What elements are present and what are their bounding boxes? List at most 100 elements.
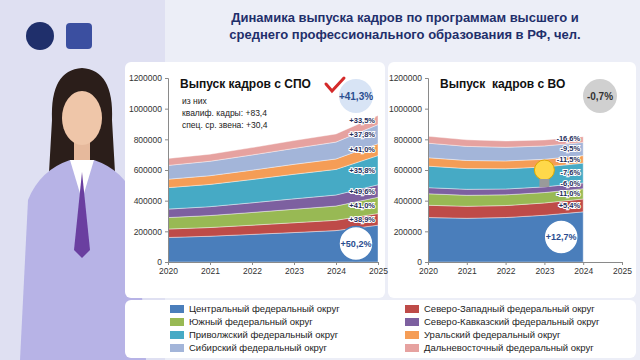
tick-mark bbox=[425, 78, 428, 79]
tick: 2022 bbox=[497, 262, 516, 276]
tick: 200000 bbox=[394, 227, 428, 237]
presenter-face bbox=[62, 91, 102, 145]
legend-swatch bbox=[170, 331, 184, 339]
legend-label: Северо-Кавказский федеральный округ bbox=[424, 316, 600, 327]
axis-line bbox=[169, 263, 379, 266]
total-badge bbox=[583, 79, 617, 113]
tick-mark bbox=[425, 109, 428, 110]
tick-mark bbox=[506, 262, 507, 265]
total-label: +41,3% bbox=[339, 91, 373, 102]
plot-area bbox=[428, 136, 583, 262]
legend-panel bbox=[125, 300, 636, 358]
tick-mark bbox=[168, 262, 169, 265]
tick-mark bbox=[210, 262, 211, 265]
title: среднего профессионального образования в… bbox=[229, 27, 580, 42]
area bbox=[428, 212, 583, 262]
tick: 2024 bbox=[327, 262, 346, 276]
tick-label: 400000 bbox=[394, 196, 423, 206]
tick-label: 2023 bbox=[535, 266, 554, 276]
legend-swatch bbox=[405, 344, 419, 352]
tick-mark bbox=[425, 170, 428, 171]
tick: 2025 bbox=[369, 262, 388, 276]
legend-swatch bbox=[405, 318, 419, 326]
tick: 2021 bbox=[458, 262, 477, 276]
series-label: +50,2% bbox=[341, 239, 372, 249]
tick: 1200000 bbox=[129, 73, 168, 83]
chart-panel bbox=[125, 62, 385, 298]
tick: 2025 bbox=[613, 262, 632, 276]
series-label: -11,5% bbox=[557, 155, 581, 164]
tick-mark bbox=[425, 231, 428, 232]
tick: 2021 bbox=[201, 262, 220, 276]
tick: 800000 bbox=[134, 135, 168, 145]
series-label: -16,6% bbox=[556, 134, 580, 143]
tick: 1200000 bbox=[389, 73, 428, 83]
legend-swatch bbox=[405, 305, 419, 313]
tick-label: 800000 bbox=[394, 135, 423, 145]
y-axis: 020000040000060000080000010000001200000 bbox=[389, 73, 429, 267]
tick-label: 200000 bbox=[134, 227, 163, 237]
series-label: -9,5% bbox=[561, 144, 581, 153]
tick-label: 2024 bbox=[574, 266, 593, 276]
background bbox=[0, 0, 640, 360]
legend-label: Южный федеральный округ bbox=[189, 316, 313, 327]
tick-mark bbox=[425, 201, 428, 202]
axis-line bbox=[425, 79, 429, 263]
slide: Динамика выпуска кадров по программам вы… bbox=[0, 0, 640, 360]
series-label: -7,6% bbox=[561, 168, 581, 177]
y-axis: 020000040000060000080000010000001200000 bbox=[129, 73, 169, 267]
legend-swatch bbox=[170, 305, 184, 313]
x-axis: 2020 2021 2022 2023 2024 2025 bbox=[159, 262, 388, 276]
note: спец. ср. звена: +30,4 bbox=[182, 120, 268, 130]
legend-swatch bbox=[170, 318, 184, 326]
series-label: +37,8% bbox=[349, 130, 375, 139]
tick-label: 200000 bbox=[394, 227, 423, 237]
tick-mark bbox=[165, 262, 168, 263]
legend-label: Центральный федеральный округ bbox=[189, 303, 340, 314]
tick-mark bbox=[378, 262, 379, 265]
tick: 2022 bbox=[243, 262, 262, 276]
lightbulb-base bbox=[539, 179, 549, 187]
tick: 400000 bbox=[134, 196, 168, 206]
tick-label: 600000 bbox=[134, 165, 163, 175]
tick-mark bbox=[425, 262, 428, 263]
tick: 2020 bbox=[419, 262, 438, 276]
axis-line bbox=[429, 263, 623, 266]
legend-label: Уральский федеральный округ bbox=[424, 329, 561, 340]
tick-label: 400000 bbox=[134, 196, 163, 206]
series-label: +49,6% bbox=[349, 187, 375, 196]
check-mark bbox=[326, 78, 344, 91]
chart-title: Выпуск кадров с СПО bbox=[180, 77, 311, 91]
tick-mark bbox=[336, 262, 337, 265]
tick-mark bbox=[165, 78, 168, 79]
tick-label: 1000000 bbox=[129, 104, 162, 114]
legend-label: Дальневосточный федеральный округ bbox=[424, 342, 594, 353]
tick-label: 1000000 bbox=[389, 104, 422, 114]
legend-label: Сибирский федеральный округ bbox=[189, 342, 328, 353]
legend-label: Приволжский федеральный округ bbox=[189, 329, 339, 340]
logo-emblem bbox=[26, 22, 54, 50]
tick-label: 1200000 bbox=[389, 73, 422, 83]
tick: 2023 bbox=[285, 262, 304, 276]
tick-label: 2023 bbox=[285, 266, 304, 276]
tick-mark bbox=[425, 139, 428, 140]
plot-area bbox=[168, 115, 378, 262]
tick-mark bbox=[467, 262, 468, 265]
tick: 2020 bbox=[159, 262, 178, 276]
tick-label: 2021 bbox=[201, 266, 220, 276]
chart: 0200000400000600000800000100000012000002… bbox=[129, 73, 388, 276]
lightbulb bbox=[534, 160, 554, 180]
series-label: -11,0% bbox=[557, 189, 581, 198]
tick-mark bbox=[165, 139, 168, 140]
presenter-bow bbox=[74, 172, 90, 258]
tick-label: 1200000 bbox=[129, 73, 162, 83]
total-badge bbox=[339, 79, 373, 113]
tick: 600000 bbox=[394, 165, 428, 175]
series-label: +41,0% bbox=[349, 145, 375, 154]
tick: 2024 bbox=[574, 262, 593, 276]
tick-label: 800000 bbox=[134, 135, 163, 145]
tick-mark bbox=[428, 262, 429, 265]
tick-label: 2020 bbox=[419, 266, 438, 276]
tick: 800000 bbox=[394, 135, 428, 145]
tick-mark bbox=[252, 262, 253, 265]
